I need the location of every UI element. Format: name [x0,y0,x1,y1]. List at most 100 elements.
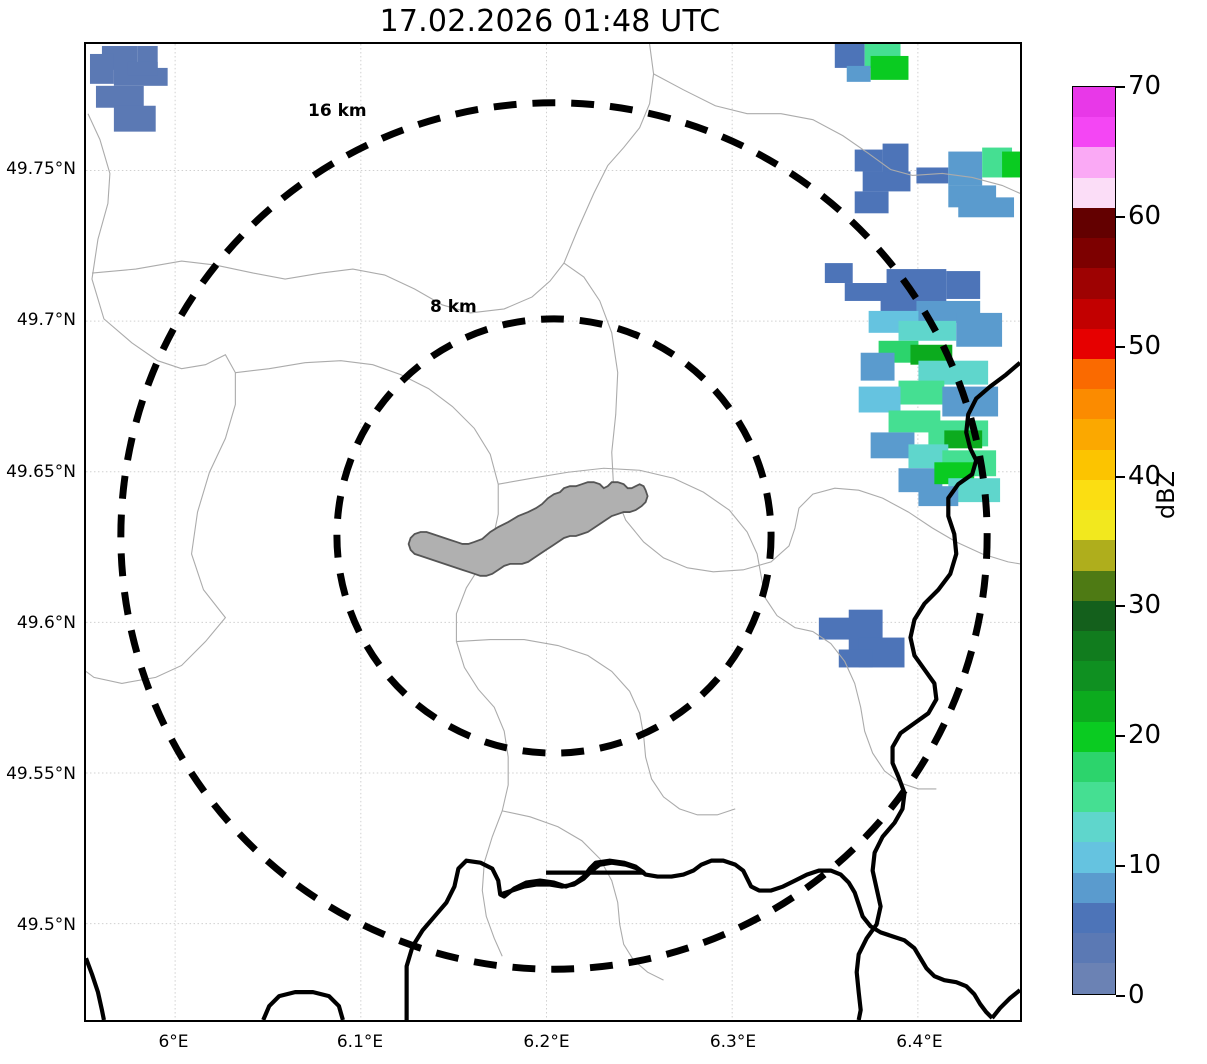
colorbar-band [1073,661,1115,692]
country-borders [86,361,1020,1020]
colorbar-tick-mark [1116,345,1125,348]
colorbar-tick-label: 70 [1128,71,1162,101]
colorbar-band [1073,479,1115,511]
colorbar-band [1073,600,1115,631]
colorbar-band [1073,782,1115,813]
range-ring-8km [333,315,775,757]
colorbar-band [1073,872,1115,903]
colorbar-band [1073,147,1115,178]
colorbar-band [1073,238,1115,269]
colorbar-band [1073,117,1115,148]
colorbar-label: dBZ [1152,470,1180,520]
radar-cell [854,149,883,172]
x-tick-label: 6.2°E [523,1032,570,1052]
colorbar-tick-mark [1116,86,1125,88]
range-ring-16km [117,99,991,973]
range-ring-16km-label: 16 km [308,101,367,121]
radar-cell [95,85,144,108]
colorbar-band [1073,298,1115,329]
colorbar-band [1073,510,1115,541]
radar-cell [824,263,853,284]
y-tick-label: 49.6°N [16,612,76,633]
range-rings [117,99,991,973]
radar-cell [946,271,981,299]
colorbar-tick-mark [1116,735,1125,738]
radar-cell [1002,151,1020,178]
radar-cell [870,55,909,80]
colorbar-band [1073,358,1115,390]
colorbar-tick-label: 40 [1128,460,1162,491]
colorbar-band [1073,812,1115,843]
city-polygon [407,481,649,577]
colorbar-ticks: 70 60 50 40 30 20 10 0 [1116,0,1207,1064]
colorbar-tick-mark [1116,215,1125,218]
colorbar-tick-mark [1116,995,1125,997]
page-title: 17.02.2026 01:48 UTC [379,4,721,39]
colorbar-tick-label: 50 [1128,330,1162,361]
radar-cell [862,171,911,192]
radar-cell [846,65,871,82]
colorbar-tick-label: 0 [1128,980,1145,1010]
radar-cell [113,105,156,132]
map-gridlines [86,44,1020,1020]
radar-cell [854,191,889,214]
colorbar-band [1073,721,1115,752]
y-axis-ticks: 49.75°N 49.7°N 49.65°N 49.6°N 49.55°N 49.5°N [0,0,76,1064]
colorbar-tick-mark [1116,475,1125,478]
colorbar-tick-mark [1116,605,1125,608]
x-tick-label: 6°E [158,1032,189,1052]
colorbar[interactable] [1072,86,1116,995]
radar-cell [958,197,1015,218]
radar-cell [916,167,949,184]
radar-map-svg [86,44,1020,1020]
radar-cell [870,432,915,459]
colorbar-tick-label: 30 [1128,590,1162,621]
colorbar-band [1073,87,1115,118]
colorbar-band [1073,933,1115,964]
colorbar-tick-label: 10 [1128,850,1162,881]
x-axis-ticks: 6°E 6.1°E 6.2°E 6.3°E 6.4°E [0,1032,1207,1064]
radar-cell [898,380,945,405]
radar-cell [838,649,873,668]
radar-cell [858,386,901,413]
colorbar-band [1073,902,1115,934]
y-tick-label: 49.7°N [16,310,76,331]
radar-cell [882,143,909,174]
y-tick-label: 49.55°N [6,763,76,784]
radar-cell [956,312,1003,347]
y-tick-label: 49.5°N [16,915,76,936]
radar-reflectivity-cells [89,44,1020,668]
x-tick-label: 6.3°E [709,1032,757,1052]
colorbar-band [1073,963,1115,994]
colorbar-band [1073,177,1115,208]
admin-boundaries [86,44,1020,981]
radar-cell [860,352,895,381]
colorbar-tick-label: 60 [1128,200,1162,231]
colorbar-tick-mark [1116,865,1125,868]
y-tick-label: 49.75°N [6,159,76,180]
colorbar-band [1073,328,1115,359]
radar-cell [918,360,989,385]
x-tick-label: 6.4°E [896,1032,943,1052]
x-tick-label: 6.1°E [336,1032,384,1052]
colorbar-band [1073,630,1115,662]
colorbar-band [1073,268,1115,299]
radar-cell [89,53,114,84]
y-tick-label: 49.65°N [6,461,76,482]
colorbar-band [1073,449,1115,480]
radar-cell [127,61,158,76]
radar-cell [948,151,983,186]
colorbar-band [1073,389,1115,420]
radar-cell [844,283,889,301]
range-ring-8km-label: 8 km [430,297,477,317]
radar-cell [898,320,957,341]
colorbar-band [1073,751,1115,783]
colorbar-band [1073,842,1115,873]
colorbar-band [1073,540,1115,571]
colorbar-band [1073,570,1115,601]
colorbar-band [1073,207,1115,239]
radar-cell [834,44,865,68]
colorbar-tick-label: 20 [1128,720,1162,751]
radar-map-plot[interactable]: 16 km 8 km [84,42,1022,1022]
colorbar-band [1073,419,1115,450]
